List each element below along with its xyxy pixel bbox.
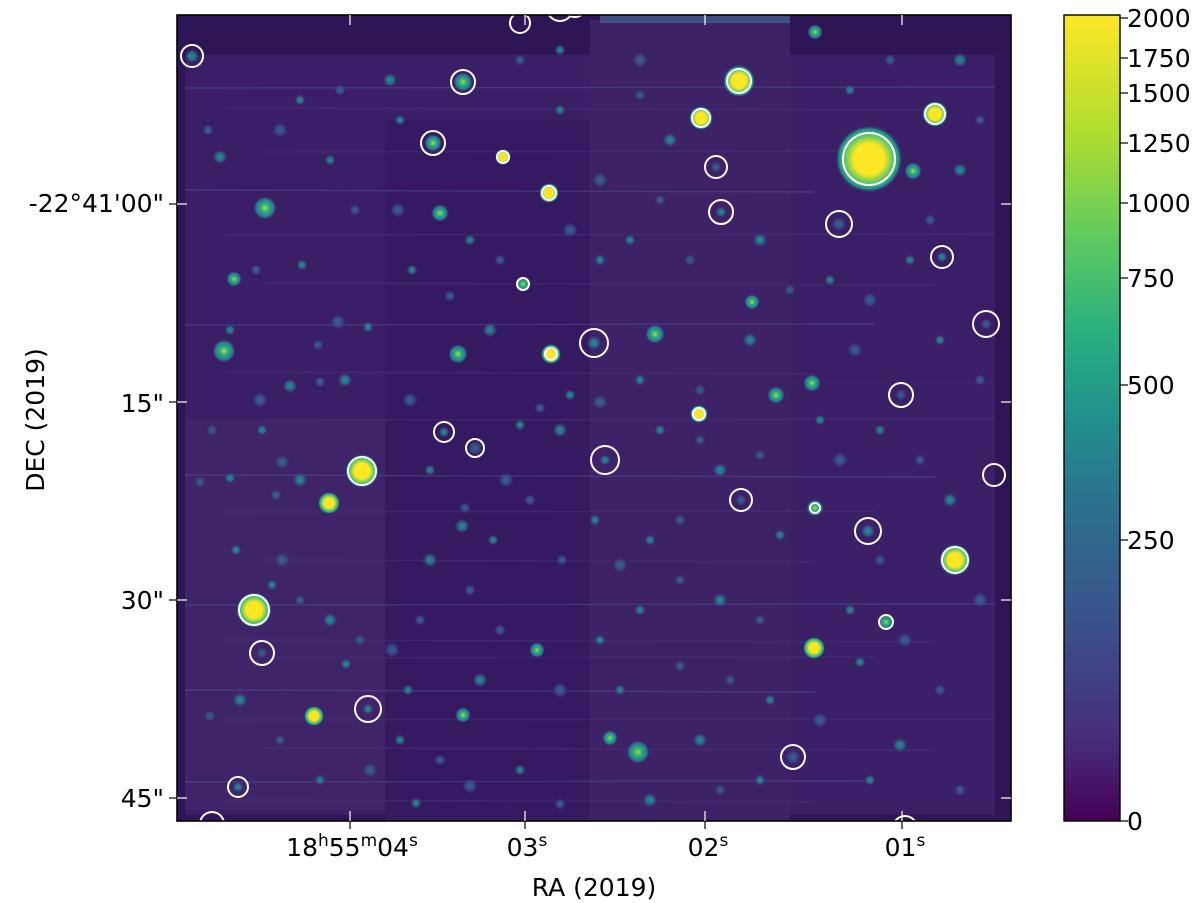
mosaic-tile: [385, 120, 590, 820]
colorbar-tick-label: 1500: [1127, 79, 1191, 108]
source-marker: [249, 640, 275, 666]
colorbar-tick-label: 250: [1127, 526, 1175, 555]
source-marker: [509, 15, 531, 34]
mosaic-tile: [185, 420, 385, 810]
source-marker: [726, 68, 752, 94]
source-marker: [941, 546, 969, 574]
colorbar: [1063, 14, 1121, 822]
source-marker: [708, 199, 734, 225]
x-tick-label-2: 02s: [688, 831, 729, 862]
y-tick-label-0: -22°41'00": [29, 189, 164, 218]
y-tick-label-3: 45": [121, 784, 164, 813]
source-marker: [930, 245, 954, 269]
source-marker: [465, 438, 485, 458]
source-marker: [894, 815, 916, 821]
source-marker: [180, 44, 204, 68]
source-marker: [579, 328, 609, 358]
source-marker: [544, 347, 558, 361]
source-marker: [691, 108, 711, 128]
mosaic-tile: [790, 380, 995, 810]
source-marker: [450, 69, 476, 95]
source-marker: [238, 594, 270, 626]
source-marker: [780, 744, 806, 770]
source-marker: [516, 277, 530, 291]
source-marker: [433, 421, 455, 443]
colorbar-tick-label: 1750: [1127, 44, 1191, 73]
y-tick-label-1: 15": [121, 389, 164, 418]
colorbar-tick-label: 500: [1127, 371, 1175, 400]
source-marker: [547, 15, 573, 22]
y-axis-label: DEC (2019): [21, 348, 50, 492]
source-marker: [825, 210, 853, 238]
colorbar-tick-label: 0: [1127, 807, 1143, 836]
colorbar-tick-label: 750: [1127, 264, 1175, 293]
source-marker: [354, 695, 382, 723]
x-tick-label-3: 01s: [885, 831, 926, 862]
colorbar-tick-label: 1250: [1127, 129, 1191, 158]
source-marker: [590, 445, 620, 475]
inner-ticks: [177, 15, 1011, 821]
image-frame: [176, 14, 1012, 822]
source-marker: [199, 811, 225, 821]
y-tick-label-2: 30": [121, 586, 164, 615]
axis-ticks: [169, 203, 903, 829]
source-marker: [854, 517, 882, 545]
source-marker: [809, 502, 821, 514]
source-marker: [496, 150, 510, 164]
source-markers: [180, 15, 1006, 821]
source-marker: [704, 155, 728, 179]
source-marker: [541, 185, 557, 201]
source-marker: [227, 776, 249, 798]
x-axis-label: RA (2019): [532, 873, 657, 902]
source-marker: [729, 488, 753, 512]
source-marker: [567, 15, 583, 18]
source-marker: [924, 103, 946, 125]
source-marker: [982, 463, 1006, 487]
colorbar-tick-label: 1000: [1127, 189, 1191, 218]
colorbar-ticks: [1120, 17, 1128, 822]
sky-image: [177, 15, 1011, 821]
source-marker: [347, 456, 377, 486]
source-marker: [842, 132, 896, 186]
x-tick-label-0: 18h55m04s: [286, 831, 418, 862]
colorbar-tick-label: 2000: [1127, 4, 1191, 33]
source-marker: [888, 382, 914, 408]
colorbar-labels: 2000 1750 1500 1250 1000 750 500 250 0: [1127, 4, 1191, 836]
x-tick-label-1: 03s: [507, 831, 548, 862]
source-marker: [420, 130, 446, 156]
source-marker: [878, 614, 894, 630]
source-marker: [972, 310, 1000, 338]
source-marker: [692, 407, 706, 421]
